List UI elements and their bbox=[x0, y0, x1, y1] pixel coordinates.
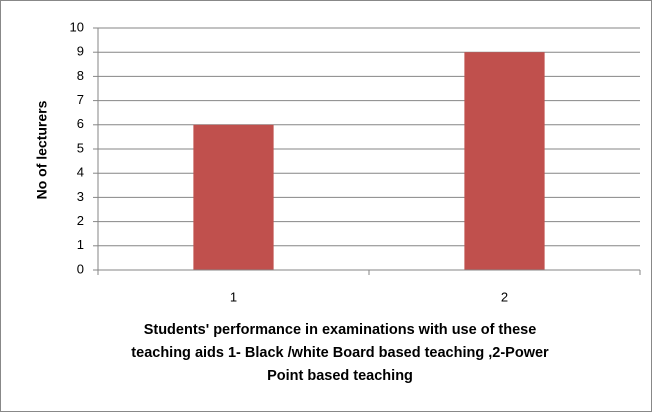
x-tick-label: 1 bbox=[230, 289, 237, 304]
y-tick-label: 9 bbox=[77, 44, 84, 59]
y-tick-label: 1 bbox=[77, 237, 84, 252]
y-tick-label: 8 bbox=[77, 68, 84, 83]
bar bbox=[464, 52, 545, 271]
y-tick-label: 6 bbox=[77, 116, 84, 131]
y-tick-label: 10 bbox=[70, 19, 84, 34]
bar bbox=[193, 124, 274, 270]
y-tick-label: 5 bbox=[77, 140, 84, 155]
y-tick-label: 3 bbox=[77, 189, 84, 204]
y-tick-label: 2 bbox=[77, 213, 84, 228]
x-tick-label: 2 bbox=[501, 289, 508, 304]
x-axis-label: Students' performance in examinations wi… bbox=[131, 322, 549, 384]
y-tick-label: 0 bbox=[77, 261, 84, 276]
y-tick-label: 4 bbox=[77, 165, 84, 180]
y-tick-label: 7 bbox=[77, 92, 84, 107]
y-axis-label: No of lecturers bbox=[34, 100, 50, 199]
